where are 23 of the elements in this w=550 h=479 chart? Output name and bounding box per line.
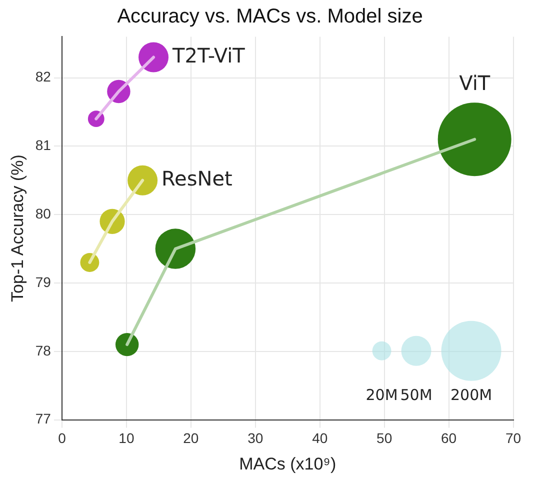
- legend-label: 200M: [450, 386, 492, 404]
- y-tick-label: 80: [35, 205, 52, 222]
- x-tick-label: 70: [505, 430, 522, 446]
- y-tick-label: 78: [35, 342, 52, 358]
- y-tick-label: 79: [35, 274, 52, 290]
- chart-title: Accuracy vs. MACs vs. Model size: [117, 5, 423, 28]
- series-label: ResNet: [162, 166, 233, 191]
- x-axis-title: MACs (x10⁹): [239, 454, 336, 474]
- x-tick-label: 20: [183, 430, 199, 446]
- x-tick-label: 40: [312, 430, 328, 446]
- legend-label: 20M: [366, 386, 398, 404]
- y-tick-label: 82: [35, 68, 52, 85]
- series-label: ViT: [459, 70, 491, 95]
- x-tick-label: 10: [118, 430, 134, 446]
- y-tick-label: 77: [35, 410, 52, 427]
- x-tick-label: 50: [376, 430, 392, 446]
- x-tick-label: 60: [441, 430, 457, 446]
- x-tick-label: 0: [58, 430, 66, 446]
- x-tick-label: 30: [248, 430, 264, 446]
- legend-label: 50M: [400, 386, 432, 404]
- y-tick-label: 81: [35, 137, 52, 154]
- series-label: T2T-ViT: [172, 43, 246, 68]
- y-axis-title: Top-1 Accuracy (%): [8, 154, 27, 302]
